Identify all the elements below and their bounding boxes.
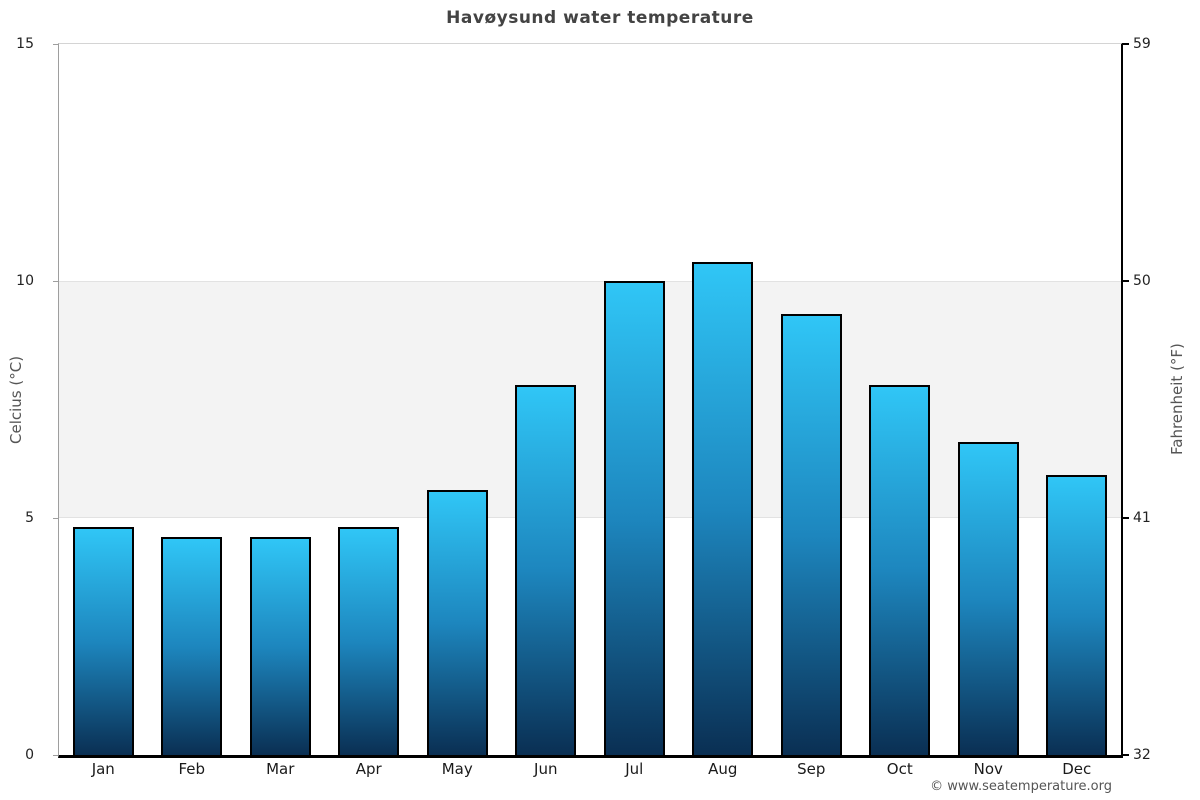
bar-oct [869,385,931,755]
month-label-mar: Mar [266,760,295,778]
month-label-feb: Feb [178,760,206,778]
celsius-tick-0: 0 [25,747,34,763]
celsius-tick-mark [53,44,58,45]
fahrenheit-tick-mark [1122,754,1129,756]
celsius-tick-5: 5 [25,510,34,526]
bar-aug [692,262,754,755]
temperature-band-5-10 [59,281,1121,518]
fahrenheit-tick-mark [1122,43,1129,45]
bar-apr [338,527,400,755]
axis-title-fahrenheit: Fahrenheit (°F) [1168,343,1186,456]
bar-jul [603,281,665,755]
month-label-apr: Apr [355,760,382,778]
copyright-text: © www.seatemperature.org [930,779,1112,794]
plot-area [58,43,1123,758]
month-label-may: May [441,760,473,778]
month-label-jul: Jul [625,760,644,778]
bar-nov [957,442,1019,755]
month-label-aug: Aug [708,760,738,778]
bar-dec [1046,475,1108,755]
fahrenheit-tick-32: 32 [1133,747,1151,763]
month-label-jan: Jan [91,760,115,778]
celsius-tick-mark [53,755,58,756]
bar-sep [780,314,842,755]
month-label-sep: Sep [797,760,826,778]
fahrenheit-tick-59: 59 [1133,36,1151,52]
axis-title-celsius: Celcius (°C) [7,355,25,444]
bar-feb [161,536,223,755]
fahrenheit-tick-mark [1122,517,1129,519]
chart-title: Havøysund water temperature [446,8,754,28]
fahrenheit-tick-mark [1122,280,1129,282]
month-label-jun: Jun [534,760,558,778]
bar-may [426,489,488,755]
x-axis-month-labels: Jan Feb Mar Apr May Jun Jul Aug Sep Oct Nov Dec [59,760,1121,778]
bar-mar [249,536,311,755]
y-axis-ticks-fahrenheit: 59 50 41 32 [1133,36,1193,763]
month-label-nov: Nov [973,760,1003,778]
fahrenheit-tick-50: 50 [1133,273,1151,289]
bar-jun [515,385,577,755]
fahrenheit-tick-41: 41 [1133,510,1151,526]
month-label-dec: Dec [1062,760,1092,778]
bar-jan [72,527,134,755]
y-axis-ticks-celsius: 15 10 5 0 [0,36,46,763]
celsius-tick-mark [53,518,58,519]
month-label-oct: Oct [886,760,913,778]
celsius-tick-15: 15 [16,36,34,52]
celsius-tick-10: 10 [16,273,34,289]
celsius-tick-mark [53,281,58,282]
